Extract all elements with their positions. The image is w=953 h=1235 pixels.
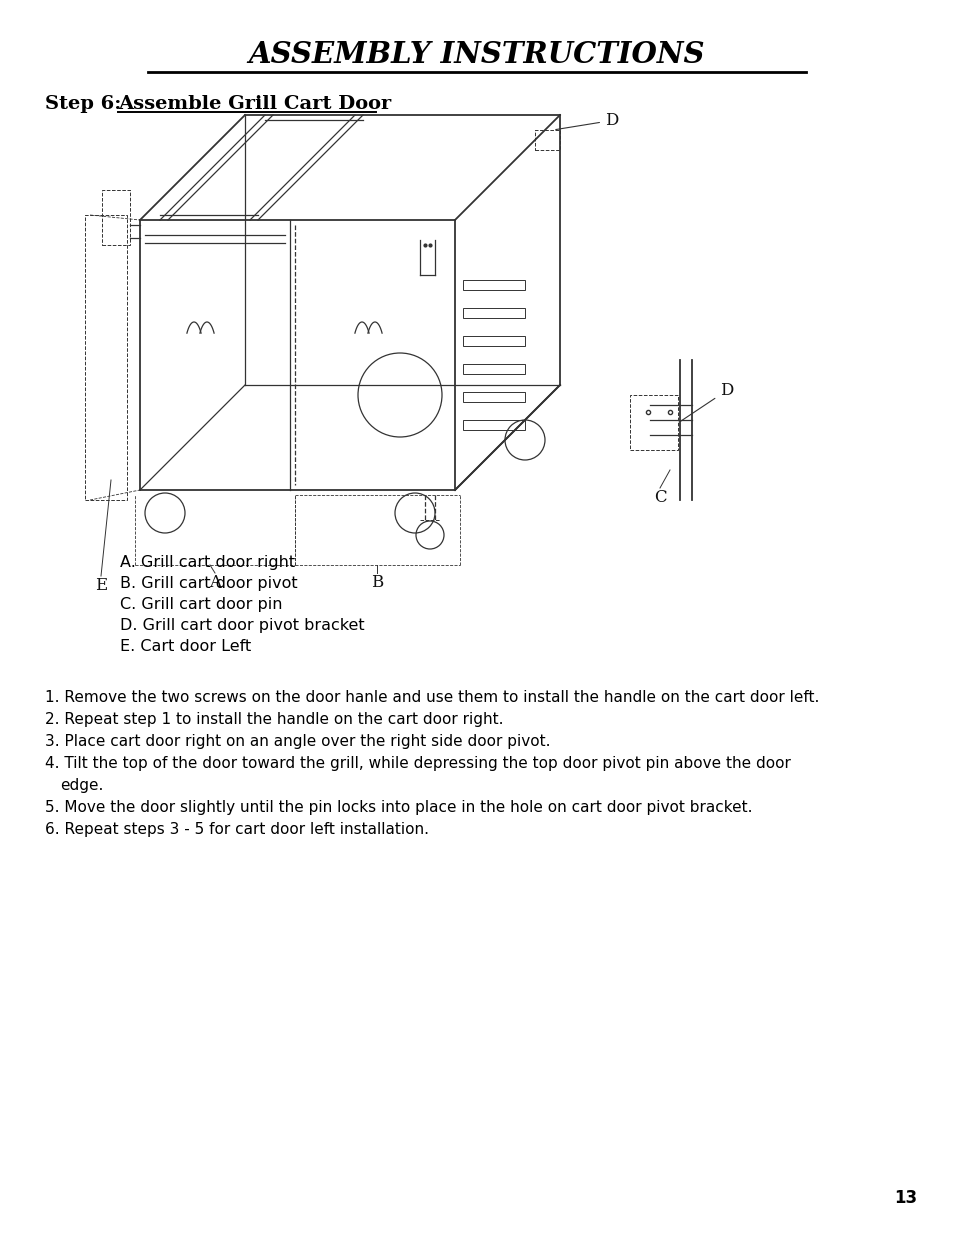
Bar: [462, 280, 524, 290]
Bar: [462, 336, 524, 346]
Text: D: D: [556, 112, 618, 130]
Text: Step 6:: Step 6:: [45, 95, 128, 112]
Text: E: E: [94, 577, 107, 594]
Bar: [462, 391, 524, 403]
Text: Assemble Grill Cart Door: Assemble Grill Cart Door: [118, 95, 391, 112]
Bar: [85, 215, 127, 500]
Bar: [535, 130, 559, 149]
Text: 2. Repeat step 1 to install the handle on the cart door right.: 2. Repeat step 1 to install the handle o…: [45, 713, 503, 727]
Text: D. Grill cart door pivot bracket: D. Grill cart door pivot bracket: [120, 618, 364, 634]
Bar: [462, 364, 524, 374]
Bar: [629, 395, 678, 450]
Text: ASSEMBLY INSTRUCTIONS: ASSEMBLY INSTRUCTIONS: [249, 40, 704, 69]
Bar: [102, 190, 130, 245]
Text: 5. Move the door slightly until the pin locks into place in the hole on cart doo: 5. Move the door slightly until the pin …: [45, 800, 752, 815]
Text: A. Grill cart door right: A. Grill cart door right: [120, 555, 294, 571]
Bar: [462, 420, 524, 430]
Text: C: C: [653, 489, 665, 506]
Text: B. Grill cart door pivot: B. Grill cart door pivot: [120, 576, 297, 592]
Text: 3. Place cart door right on an angle over the right side door pivot.: 3. Place cart door right on an angle ove…: [45, 734, 550, 748]
Text: 1. Remove the two screws on the door hanle and use them to install the handle on: 1. Remove the two screws on the door han…: [45, 690, 819, 705]
Text: B: B: [371, 574, 383, 592]
Bar: [462, 308, 524, 317]
Text: 6. Repeat steps 3 - 5 for cart door left installation.: 6. Repeat steps 3 - 5 for cart door left…: [45, 823, 429, 837]
Text: 4. Tilt the top of the door toward the grill, while depressing the top door pivo: 4. Tilt the top of the door toward the g…: [45, 756, 790, 771]
Text: D: D: [679, 382, 733, 421]
Text: 13: 13: [894, 1189, 917, 1207]
Text: A: A: [209, 574, 221, 592]
Text: edge.: edge.: [60, 778, 103, 793]
Text: E. Cart door Left: E. Cart door Left: [120, 638, 251, 655]
Text: C. Grill cart door pin: C. Grill cart door pin: [120, 597, 282, 613]
